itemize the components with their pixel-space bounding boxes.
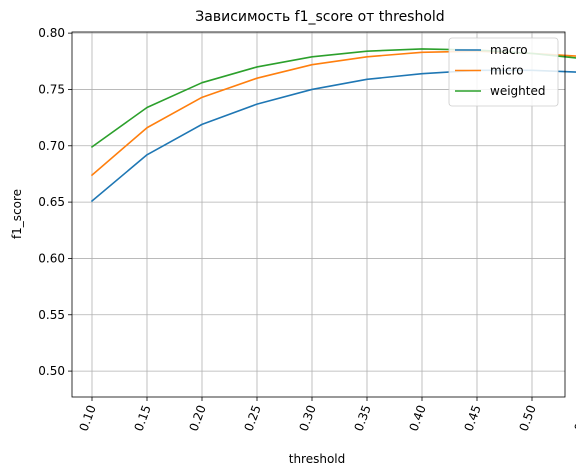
- legend-label-micro: micro: [490, 64, 524, 78]
- x-tick-label: 0.30: [297, 403, 319, 433]
- legend-label-macro: macro: [490, 43, 528, 57]
- x-tick-label: 0.10: [77, 403, 99, 433]
- grid-lines: [72, 32, 565, 397]
- y-axis-ticks: 0.50 0.55 0.60 0.65 0.70 0.75 0.80: [38, 26, 72, 378]
- legend-box: [448, 37, 559, 107]
- chart-title: Зависимость f1_score от threshold: [195, 9, 444, 25]
- x-tick-label: 0.20: [187, 403, 209, 433]
- x-tick-label: 0.40: [407, 403, 429, 433]
- x-axis-label: threshold: [289, 452, 346, 466]
- x-tick-label: 0.55: [572, 403, 576, 433]
- x-tick-label: 0.25: [242, 403, 264, 433]
- x-tick-label: 0.45: [462, 403, 484, 433]
- y-tick-label: 0.55: [38, 308, 65, 322]
- axes: [71, 31, 566, 398]
- y-tick-label: 0.50: [38, 364, 65, 378]
- y-tick-label: 0.65: [38, 195, 65, 209]
- y-tick-label: 0.75: [38, 82, 65, 96]
- x-tick-label: 0.50: [517, 403, 539, 433]
- plot-frame: [71, 31, 566, 398]
- series-line-micro: [90, 50, 576, 177]
- y-tick-label: 0.70: [38, 139, 65, 153]
- y-axis-label: f1_score: [10, 189, 24, 239]
- legend: macro micro weighted: [448, 37, 559, 107]
- x-axis-ticks: 0.10 0.15 0.20 0.25 0.30 0.35 0.40 0.45 0.50 0.55…: [77, 397, 576, 433]
- series-lines: [90, 48, 576, 203]
- x-tick-label: 0.15: [132, 403, 154, 433]
- legend-label-weighted: weighted: [490, 84, 545, 98]
- x-tick-label: 0.35: [352, 403, 374, 433]
- series-line-weighted: [90, 48, 576, 149]
- y-tick-label: 0.80: [38, 26, 65, 40]
- y-tick-label: 0.60: [38, 251, 65, 265]
- series-line-macro: [90, 69, 576, 203]
